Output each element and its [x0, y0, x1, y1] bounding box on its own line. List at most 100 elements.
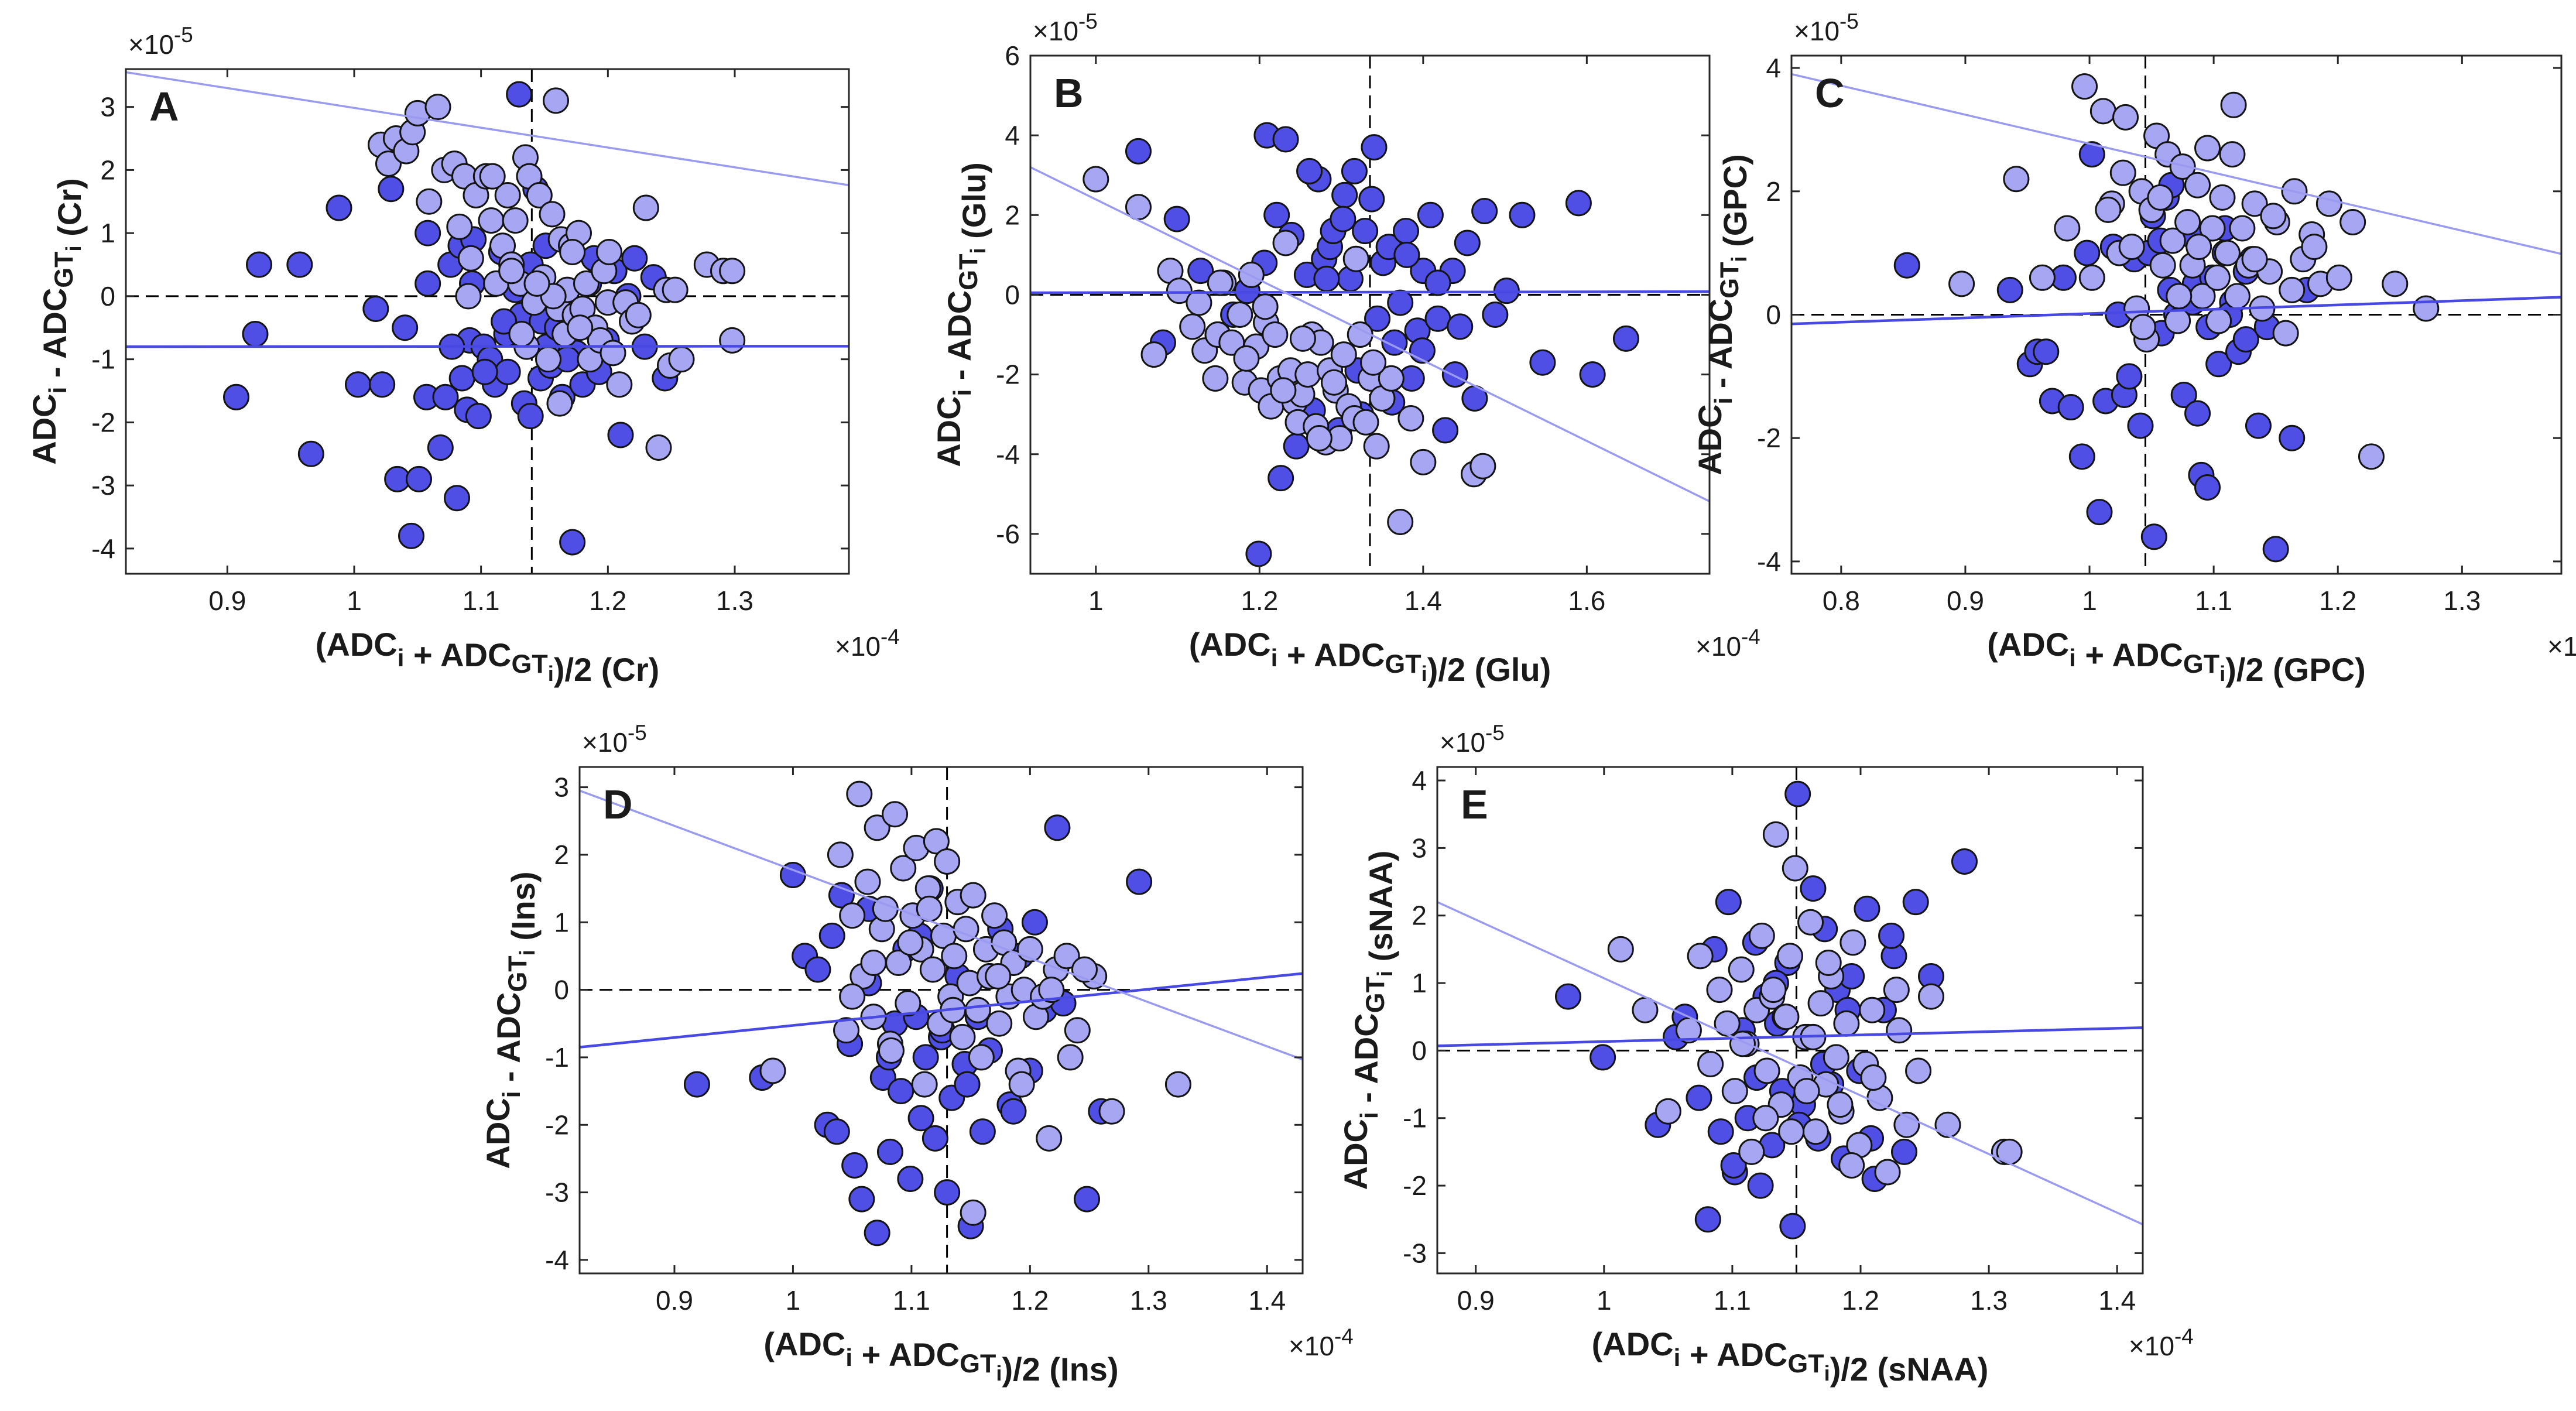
point-d-dark-32 — [969, 1118, 996, 1145]
point-b-dark-57 — [1361, 134, 1388, 161]
point-b-dark-30 — [1387, 289, 1414, 316]
point-a-dark-21 — [448, 365, 475, 392]
point-d-light-2 — [833, 1017, 860, 1044]
point-a-light-50 — [645, 434, 672, 461]
point-d-dark-26 — [934, 1179, 961, 1206]
point-d-light-33 — [964, 996, 991, 1023]
point-b-dark-22 — [1341, 157, 1368, 184]
point-d-dark-6 — [818, 922, 845, 949]
point-e-light-9 — [1728, 956, 1755, 983]
point-b-dark-10 — [1268, 465, 1294, 492]
y-axis-label-c: ADCi - ADCGTi (GPC) — [1691, 154, 1753, 475]
point-a-dark-8 — [369, 371, 396, 398]
point-a-dark-7 — [362, 295, 389, 322]
point-c-dark-7 — [2057, 394, 2084, 421]
point-b-dark-0 — [1125, 138, 1152, 165]
x-exponent-e: ×10-4 — [2129, 1324, 2194, 1361]
plot-content-d — [580, 767, 1303, 1273]
x-exponent-d: ×10-4 — [1289, 1324, 1354, 1361]
y-tick-label-d-5: 1 — [554, 907, 569, 937]
point-e-light-37 — [1883, 977, 1910, 1004]
point-b-dark-55 — [1330, 206, 1356, 232]
point-d-dark-51 — [1021, 909, 1048, 936]
x-axis-label-a: (ADCi + ADCGTi)/2 (Cr) — [316, 626, 660, 688]
panel-letter-a: A — [149, 84, 179, 129]
point-a-light-28 — [539, 201, 566, 228]
point-d-dark-10 — [841, 1152, 868, 1179]
x-tick-label-d-2: 1.1 — [893, 1285, 930, 1316]
fit-line-c-dark — [1791, 296, 2561, 326]
point-e-light-49 — [1838, 1152, 1865, 1179]
point-d-dark-0 — [683, 1071, 710, 1098]
point-c-light-52 — [2147, 184, 2174, 211]
point-e-light-40 — [1918, 983, 1944, 1010]
point-d-light-22 — [923, 828, 950, 855]
point-a-dark-12 — [398, 522, 424, 549]
y-tick-label-e-5: 2 — [1412, 900, 1427, 931]
y-tick-label-e-1: -2 — [1403, 1170, 1427, 1201]
point-e-light-6 — [1706, 977, 1733, 1004]
y-axis-label-d: ADCi - ADCGTi (Ins) — [479, 871, 542, 1169]
point-c-light-50 — [2109, 159, 2136, 186]
plot-content-e — [1437, 767, 2143, 1273]
point-b-dark-42 — [1471, 198, 1498, 224]
x-tick-label-d-0: 0.9 — [656, 1285, 693, 1316]
point-b-light-52 — [1289, 325, 1316, 352]
y-tick-label-a-1: -3 — [91, 470, 115, 501]
x-axis-label-c: (ADCi + ADCGTi)/2 (GPC) — [1987, 626, 2366, 688]
point-b-dark-9 — [1263, 201, 1290, 228]
point-a-light-7 — [424, 94, 451, 121]
point-c-dark-16 — [2116, 363, 2143, 390]
point-b-dark-51 — [1272, 126, 1299, 153]
fit-line-b-light — [1030, 166, 1710, 502]
point-b-light-5 — [1179, 313, 1206, 340]
point-b-dark-49 — [1612, 325, 1639, 352]
point-e-light-39 — [1905, 1057, 1932, 1084]
panel-e: 0.9 1 1.1 1.2 1.3 1.4 -3 -2 -1 0 1 2 3 4 ×10-5 ×10-4 (AD… — [1337, 721, 2194, 1388]
point-c-dark-32 — [2205, 351, 2232, 378]
point-b-dark-61 — [1424, 269, 1451, 296]
point-e-light-36 — [1874, 1159, 1901, 1186]
point-b-dark-54 — [1313, 265, 1340, 292]
point-e-light-0 — [1607, 936, 1634, 963]
point-e-light-14 — [1753, 1057, 1780, 1084]
plot-content-c — [1791, 56, 2561, 574]
point-a-dark-16 — [427, 434, 454, 461]
point-c-dark-11 — [2086, 499, 2113, 526]
fit-line-c-light — [1791, 73, 2561, 255]
point-d-light-64 — [1057, 1044, 1084, 1071]
y-tick-label-a-7: 3 — [100, 92, 115, 122]
point-c-light-29 — [2214, 239, 2241, 266]
point-a-dark-33 — [506, 81, 533, 108]
point-a-dark-19 — [444, 485, 470, 512]
point-c-dark-1 — [1996, 276, 2023, 303]
point-e-dark-39 — [1951, 848, 1978, 875]
point-d-dark-50 — [1000, 1098, 1027, 1125]
panel-letter-d: D — [603, 782, 633, 827]
point-c-light-44 — [2325, 264, 2352, 291]
point-d-dark-43 — [1126, 868, 1153, 895]
point-a-dark-0 — [223, 383, 249, 410]
point-b-dark-20 — [1331, 181, 1358, 208]
point-a-light-68 — [546, 390, 573, 417]
point-e-dark-24 — [1800, 875, 1827, 902]
point-d-light-62 — [1008, 1071, 1035, 1098]
point-b-light-26 — [1294, 361, 1321, 388]
point-c-light-28 — [2209, 184, 2236, 211]
x-tick-label-b-2: 1.4 — [1405, 585, 1442, 616]
point-c-light-2 — [2029, 264, 2056, 291]
point-a-dark-17 — [432, 383, 459, 410]
point-a-dark-1 — [242, 321, 269, 348]
point-e-light-20 — [1782, 855, 1808, 882]
x-tick-label-b-1: 1.2 — [1241, 585, 1278, 616]
point-b-dark-37 — [1432, 417, 1459, 444]
point-d-light-21 — [919, 956, 946, 983]
point-d-light-8 — [864, 814, 890, 841]
point-b-light-0 — [1083, 166, 1109, 193]
point-c-dark-38 — [2245, 412, 2272, 439]
x-tick-label-d-4: 1.3 — [1130, 1285, 1167, 1316]
fit-line-e-light — [1437, 901, 2143, 1225]
point-b-dark-52 — [1283, 433, 1310, 460]
point-c-light-48 — [2413, 295, 2440, 322]
y-tick-label-d-2: -2 — [545, 1109, 569, 1140]
